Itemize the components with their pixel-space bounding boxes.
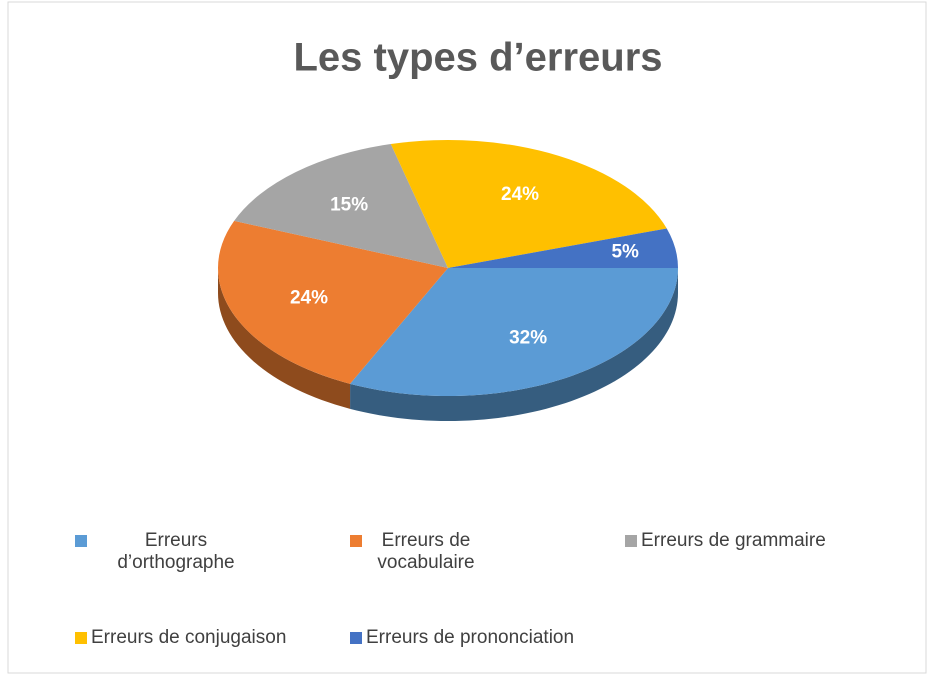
- legend-item: Erreurs de vocabulaire: [350, 530, 500, 574]
- legend-item: Erreurs d’orthographe: [75, 530, 275, 574]
- legend-swatch: [75, 535, 87, 547]
- data-label: 24%: [501, 184, 539, 205]
- legend-swatch: [350, 535, 362, 547]
- legend-label: Erreurs de conjugaison: [91, 627, 287, 648]
- legend-swatch: [350, 632, 362, 644]
- pie-slice: [448, 228, 678, 268]
- legend-label: Erreurs d’orthographe: [117, 530, 235, 573]
- legend-label: Erreurs de grammaire: [641, 530, 826, 551]
- data-label: 15%: [330, 195, 368, 216]
- data-label: 5%: [611, 241, 639, 262]
- pie-slice: [234, 144, 448, 268]
- legend-swatch: [75, 632, 87, 644]
- pie-side: [350, 268, 678, 421]
- pie-slice: [390, 140, 667, 268]
- legend-label: Erreurs de prononciation: [366, 627, 575, 648]
- chart-title: Les types d’erreurs: [293, 36, 662, 80]
- pie-side: [218, 268, 351, 409]
- legend-item: Erreurs de prononciation: [350, 627, 640, 649]
- legend-swatch: [625, 535, 637, 547]
- data-label: 32%: [509, 327, 547, 348]
- legend-label: Erreurs de vocabulaire: [377, 530, 475, 573]
- legend-item: Erreurs de grammaire: [625, 530, 905, 552]
- data-label: 24%: [290, 288, 328, 309]
- legend-item: Erreurs de conjugaison: [75, 627, 345, 649]
- pie-slice: [350, 268, 678, 396]
- pie-slice: [217, 220, 448, 384]
